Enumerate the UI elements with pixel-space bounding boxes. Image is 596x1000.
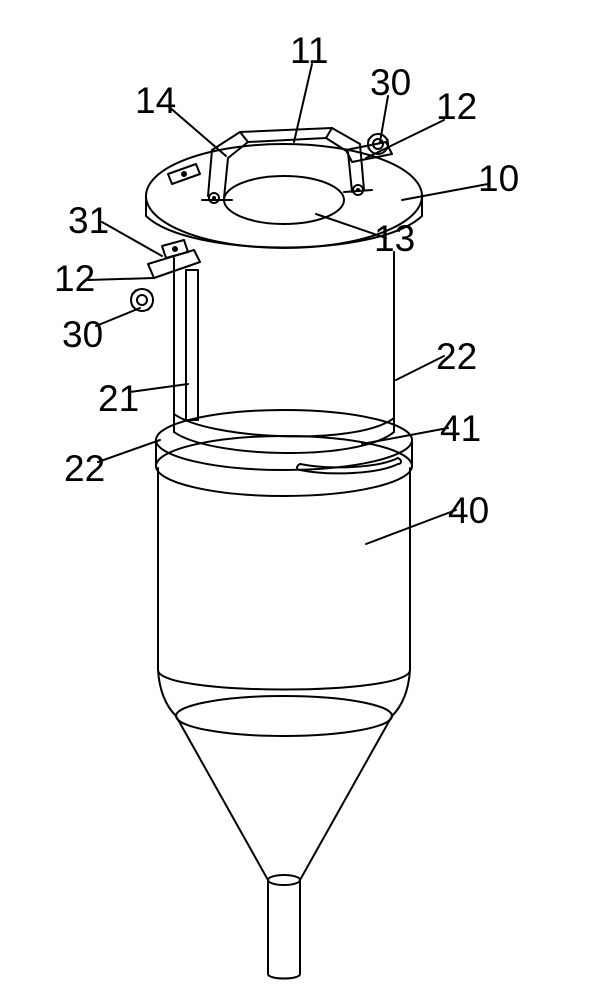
callout-40: 40	[448, 490, 489, 532]
callout-12-left: 12	[54, 258, 95, 300]
callout-11: 11	[290, 30, 328, 72]
callout-21: 21	[98, 378, 139, 420]
callout-41: 41	[440, 408, 481, 450]
figure-stage: 11 14 30 12 10 13 31 12 30 21 22 22 41 4…	[0, 0, 596, 1000]
callout-30-right: 30	[370, 62, 411, 104]
callout-12-right: 12	[436, 86, 477, 128]
callout-31: 31	[68, 200, 109, 242]
callout-14: 14	[135, 80, 176, 122]
callout-10: 10	[478, 158, 519, 200]
callout-22-left: 22	[64, 448, 105, 490]
callout-13: 13	[374, 218, 415, 260]
callout-22-right: 22	[436, 336, 477, 378]
callout-30-left: 30	[62, 314, 103, 356]
diagram-svg	[0, 0, 596, 1000]
